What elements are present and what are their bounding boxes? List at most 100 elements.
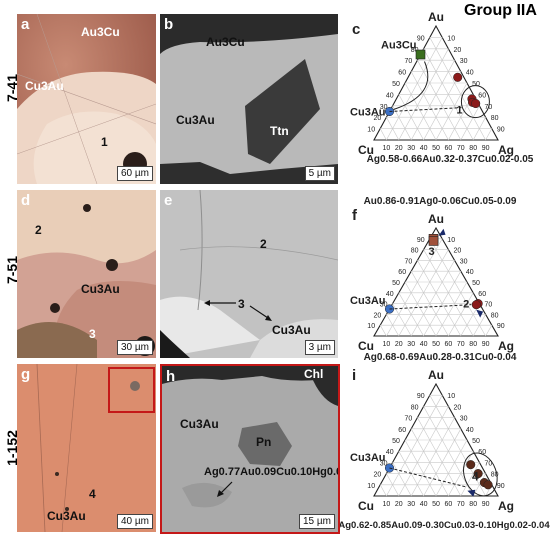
tick-label-left-edge: 30 bbox=[380, 460, 388, 467]
tick-label-left-edge: 40 bbox=[386, 92, 394, 99]
tick-label-left-edge: 20 bbox=[374, 312, 382, 319]
grid-line-cu bbox=[404, 82, 437, 141]
grid-line-cu bbox=[379, 484, 387, 497]
panel-letter-b: b bbox=[164, 16, 174, 33]
arrow-h bbox=[217, 481, 233, 497]
composition-formula-f: Ag0.68-0.69Au0.28-0.31Cu0-0.04 bbox=[364, 352, 517, 363]
apex-label-au: Au bbox=[428, 368, 444, 382]
tick-label-bottom-edge: 60 bbox=[445, 145, 453, 152]
grid-line-cu bbox=[392, 462, 412, 497]
tick-label-right-edge: 90 bbox=[497, 323, 505, 330]
grid-line-cu bbox=[417, 417, 462, 497]
cluster-label-4: 4 bbox=[472, 470, 479, 484]
cluster-ellipse bbox=[460, 85, 490, 119]
scale-bar-e: 3 µm bbox=[304, 340, 335, 355]
grid-line-cu bbox=[386, 314, 400, 337]
tick-label-bottom-edge: 90 bbox=[482, 145, 490, 152]
phase-label-cu3au: Cu3Au bbox=[350, 452, 385, 464]
label-au3cu: Au3Cu bbox=[206, 35, 245, 49]
tick-label-right-edge: 50 bbox=[472, 280, 480, 287]
grid-line-ag bbox=[435, 281, 468, 337]
tick-label-bottom-edge: 20 bbox=[395, 145, 403, 152]
phase-label-au3cu: Au3Cu bbox=[381, 40, 416, 52]
tick-label-left-edge: 90 bbox=[417, 237, 425, 244]
tick-label-bottom-edge: 60 bbox=[445, 341, 453, 348]
micrograph-b-texture bbox=[160, 14, 338, 184]
tick-label-right-edge: 40 bbox=[466, 70, 474, 77]
label-point-3: 3 bbox=[89, 327, 96, 341]
grid-line-cu bbox=[417, 260, 462, 337]
grid-line-ag bbox=[386, 238, 443, 337]
panel-letter-h: h bbox=[166, 368, 176, 385]
tick-label-right-edge: 80 bbox=[491, 115, 499, 122]
tick-label-left-edge: 10 bbox=[367, 127, 375, 134]
dashed-tie-line bbox=[389, 304, 472, 310]
tick-label-left-edge: 50 bbox=[392, 81, 400, 88]
apex-label-cu: Cu bbox=[358, 143, 374, 157]
tick-label-right-edge: 30 bbox=[460, 58, 468, 65]
tick-label-bottom-edge: 40 bbox=[420, 501, 428, 508]
figure-title: Group IIA bbox=[464, 2, 537, 19]
tick-label-bottom-edge: 70 bbox=[457, 145, 465, 152]
tick-label-bottom-edge: 10 bbox=[383, 501, 391, 508]
label-cu3au: Cu3Au bbox=[180, 417, 219, 431]
data-point bbox=[415, 49, 426, 60]
label-point-2: 2 bbox=[35, 223, 42, 237]
grid-line-cu bbox=[386, 117, 400, 141]
scale-bar-g: 40 µm bbox=[117, 514, 153, 529]
tick-label-right-edge: 60 bbox=[478, 291, 486, 298]
tick-label-right-edge: 90 bbox=[497, 127, 505, 134]
tick-label-bottom-edge: 50 bbox=[432, 501, 440, 508]
tick-label-right-edge: 60 bbox=[478, 92, 486, 99]
label-alloy-composition: Ag0.77Au0.09Cu0.10Hg0.04 bbox=[204, 466, 340, 478]
grid-line-ag bbox=[485, 325, 493, 337]
grid-line-ag bbox=[435, 82, 468, 141]
micrograph-g: g 4 Cu3Au 40 µm bbox=[17, 364, 156, 532]
label-pn: Pn bbox=[256, 435, 272, 449]
composition-formula-c: Ag0.58-0.66Au0.32-0.37Cu0.02-0.05 bbox=[367, 154, 534, 165]
apex-label-cu: Cu bbox=[358, 339, 374, 353]
ternary-diagram-c: 10 10 10 20 20 20 30 30 30 40 40 40 50 50 50 60 60 60 70 70… bbox=[350, 12, 534, 165]
tick-label-right-edge: 30 bbox=[460, 416, 468, 423]
panel-letter-i: i bbox=[352, 367, 356, 384]
data-point bbox=[471, 300, 481, 310]
dashed-tie-line bbox=[389, 107, 462, 112]
ternary-diagram-f: 10 10 10 20 20 20 30 30 30 40 40 40 50 50 50 60 60 60 70 70… bbox=[350, 196, 517, 363]
data-point bbox=[466, 460, 476, 470]
apex-label-au: Au bbox=[428, 12, 444, 24]
composition-formula-i: Ag0.62-0.85Au0.09-0.30Cu0.03-0.10Hg0.02-… bbox=[340, 520, 550, 531]
apex-label-au: Au bbox=[428, 212, 444, 226]
phase-label-cu3au: Cu3Au bbox=[350, 295, 385, 307]
tick-label-bottom-edge: 30 bbox=[407, 145, 415, 152]
label-cu3au: Cu3Au bbox=[25, 79, 64, 93]
phase-label-cu3au: Cu3Au bbox=[350, 107, 385, 119]
grid-line-ag bbox=[472, 314, 486, 337]
label-cu3au: Cu3Au bbox=[272, 323, 311, 337]
apex-label-ag: Ag bbox=[498, 143, 514, 157]
tick-label-left-edge: 10 bbox=[367, 483, 375, 490]
arrow-marker-top bbox=[438, 228, 446, 236]
tick-label-bottom-edge: 40 bbox=[420, 145, 428, 152]
tick-label-left-edge: 60 bbox=[398, 269, 406, 276]
scale-bar-a: 60 µm bbox=[117, 166, 153, 181]
tick-label-left-edge: 70 bbox=[405, 416, 413, 423]
dashed-tie-line bbox=[389, 467, 466, 488]
tick-label-right-edge: 10 bbox=[447, 393, 455, 400]
grid-line-ag bbox=[448, 292, 474, 337]
grid-line-cu bbox=[429, 37, 486, 141]
grid-line-cu bbox=[386, 473, 400, 497]
tick-label-right-edge: 70 bbox=[485, 460, 493, 467]
tick-label-right-edge: 20 bbox=[454, 47, 462, 54]
apex-label-ag: Ag bbox=[498, 339, 514, 353]
label-point-1: 1 bbox=[101, 135, 108, 149]
tick-label-right-edge: 20 bbox=[454, 404, 462, 411]
arrow-marker bbox=[467, 489, 476, 497]
cluster-label-1: 1 bbox=[456, 105, 462, 117]
tick-label-left-edge: 20 bbox=[374, 472, 382, 479]
tick-label-left-edge: 50 bbox=[392, 280, 400, 287]
tick-label-bottom-edge: 50 bbox=[432, 145, 440, 152]
apex-label-cu: Cu bbox=[358, 499, 374, 513]
micrograph-h: h Chl Cu3Au Pn Ag0.77Au0.09Cu0.10Hg0.04 … bbox=[160, 364, 340, 534]
label-ttn: Ttn bbox=[270, 124, 289, 138]
micrograph-e-texture bbox=[160, 190, 338, 358]
